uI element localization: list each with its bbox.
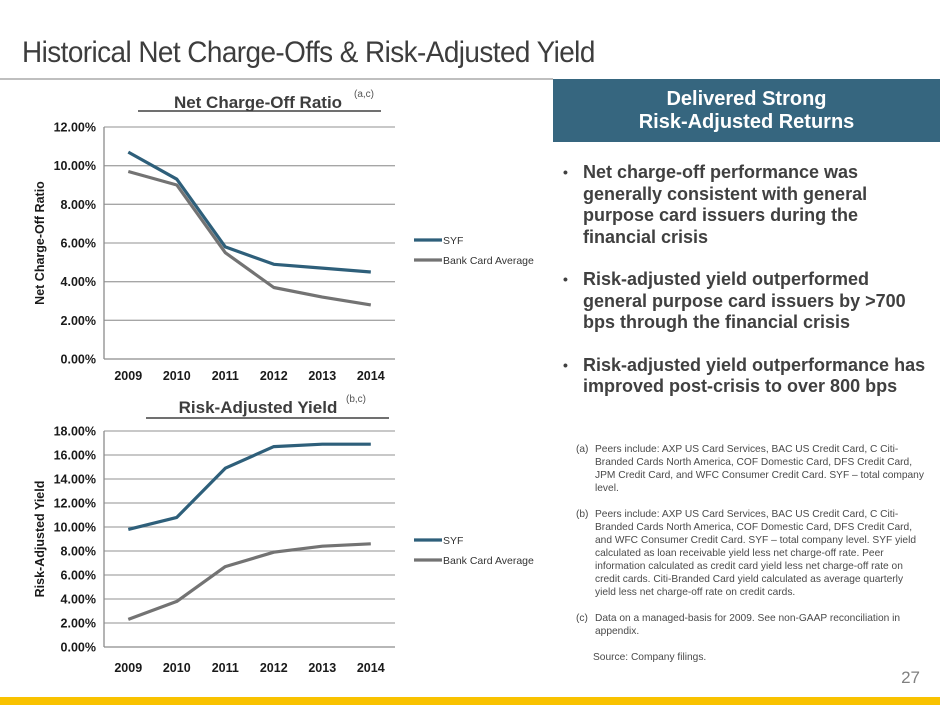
legend-label: Bank Card Average — [443, 255, 534, 267]
legend-label: SYF — [443, 235, 463, 247]
net-charge-off-chart: Net Charge-Off Ratio (a,c) 0.00% 2.00% 4.00%… — [33, 89, 534, 383]
bullet-icon: • — [563, 164, 568, 180]
bullet-list: • Net charge-off performance was generall… — [563, 162, 933, 419]
x-tick-label: 2012 — [260, 661, 288, 675]
source-note: Source: Company filings. — [593, 652, 707, 663]
y-tick-label: 6.00% — [61, 237, 96, 251]
y-tick-label: 4.00% — [61, 275, 96, 289]
y-tick-label: 6.00% — [61, 569, 96, 583]
footnote: (a) Peers include: AXP US Card Services, … — [576, 443, 926, 495]
series-line-syf — [127, 150, 371, 274]
risk-adjusted-yield-chart: Risk-Adjusted Yield (b,c) 0.00% 2.00% 4.00% 6… — [33, 394, 534, 675]
y-tick-label: 12.00% — [54, 497, 96, 511]
x-tick-label: 2010 — [163, 369, 191, 383]
x-tick-label: 2014 — [357, 661, 385, 675]
callout-line-2: Risk-Adjusted Returns — [638, 110, 855, 133]
bullet-icon: • — [563, 271, 568, 287]
footnote-text: Peers include: AXP US Card Services, BAC… — [595, 509, 917, 598]
y-tick-label: 10.00% — [54, 521, 96, 535]
y-tick-label: 14.00% — [54, 473, 96, 487]
footnote: (b) Peers include: AXP US Card Services, … — [576, 508, 926, 599]
x-tick-label: 2011 — [212, 661, 239, 675]
x-tick-label: 2011 — [212, 369, 239, 383]
y-tick-label: 2.00% — [61, 314, 96, 328]
y-tick-label: 2.00% — [61, 617, 96, 631]
y-tick-label: 0.00% — [61, 353, 96, 367]
footnote-text: Peers include: AXP US Card Services, BAC… — [595, 444, 924, 494]
bullet-text: Risk-adjusted yield outperformance has i… — [583, 354, 926, 397]
footnote-label: (a) — [576, 444, 589, 455]
series-line-bank-card-average — [127, 169, 372, 307]
chart-title-superscript: (a,c) — [354, 89, 374, 100]
y-tick-label: 8.00% — [61, 198, 96, 212]
y-tick-label: 0.00% — [61, 641, 96, 655]
title-divider — [0, 78, 553, 80]
footnote: (c) Data on a managed-basis for 2009. See… — [576, 612, 926, 638]
y-tick-label: 18.00% — [54, 425, 96, 439]
y-tick-label: 10.00% — [54, 159, 96, 173]
y-tick-label: 16.00% — [54, 449, 96, 463]
footnote-label: (b) — [576, 509, 589, 520]
chart-title-superscript: (b,c) — [346, 394, 366, 405]
footer-bar — [0, 697, 940, 705]
x-tick-label: 2012 — [260, 369, 288, 383]
bullet-text: Net charge-off performance was generally… — [583, 162, 868, 247]
y-axis-label: Risk-Adjusted Yield — [33, 481, 47, 598]
series-line-bank-card-average — [127, 542, 371, 621]
x-tick-label: 2009 — [114, 369, 142, 383]
footnote-label: (c) — [576, 613, 588, 624]
footnotes: (a) Peers include: AXP US Card Services, … — [576, 443, 926, 664]
x-tick-label: 2014 — [357, 369, 385, 383]
bullet-text: Risk-adjusted yield outperformed general… — [583, 269, 906, 332]
page-number: 27 — [901, 668, 920, 687]
x-tick-label: 2010 — [163, 661, 191, 675]
y-tick-label: 4.00% — [61, 593, 96, 607]
bullet-item: • Risk-adjusted yield outperformed genera… — [563, 269, 933, 334]
x-tick-label: 2013 — [308, 661, 336, 675]
callout-header: Delivered Strong Risk-Adjusted Returns — [553, 79, 940, 142]
bullet-icon: • — [563, 356, 568, 373]
legend-label: SYF — [443, 535, 463, 547]
bullet-item: • Net charge-off performance was generall… — [563, 162, 933, 248]
page-title: Historical Net Charge-Offs & Risk-Adjust… — [22, 36, 595, 69]
y-axis-label: Net Charge-Off Ratio — [33, 181, 47, 305]
y-tick-label: 12.00% — [54, 121, 96, 135]
chart-title: Risk-Adjusted Yield — [179, 398, 338, 417]
x-tick-label: 2009 — [114, 661, 142, 675]
x-tick-label: 2013 — [308, 369, 336, 383]
callout-line-1: Delivered Strong — [666, 87, 827, 110]
footnote-text: Data on a managed-basis for 2009. See no… — [595, 613, 901, 637]
series-line-syf — [127, 442, 371, 531]
chart-title: Net Charge-Off Ratio — [174, 93, 342, 112]
legend-label: Bank Card Average — [443, 555, 534, 567]
y-tick-label: 8.00% — [61, 545, 96, 559]
bullet-item: • Risk-adjusted yield outperformance has … — [563, 355, 933, 398]
